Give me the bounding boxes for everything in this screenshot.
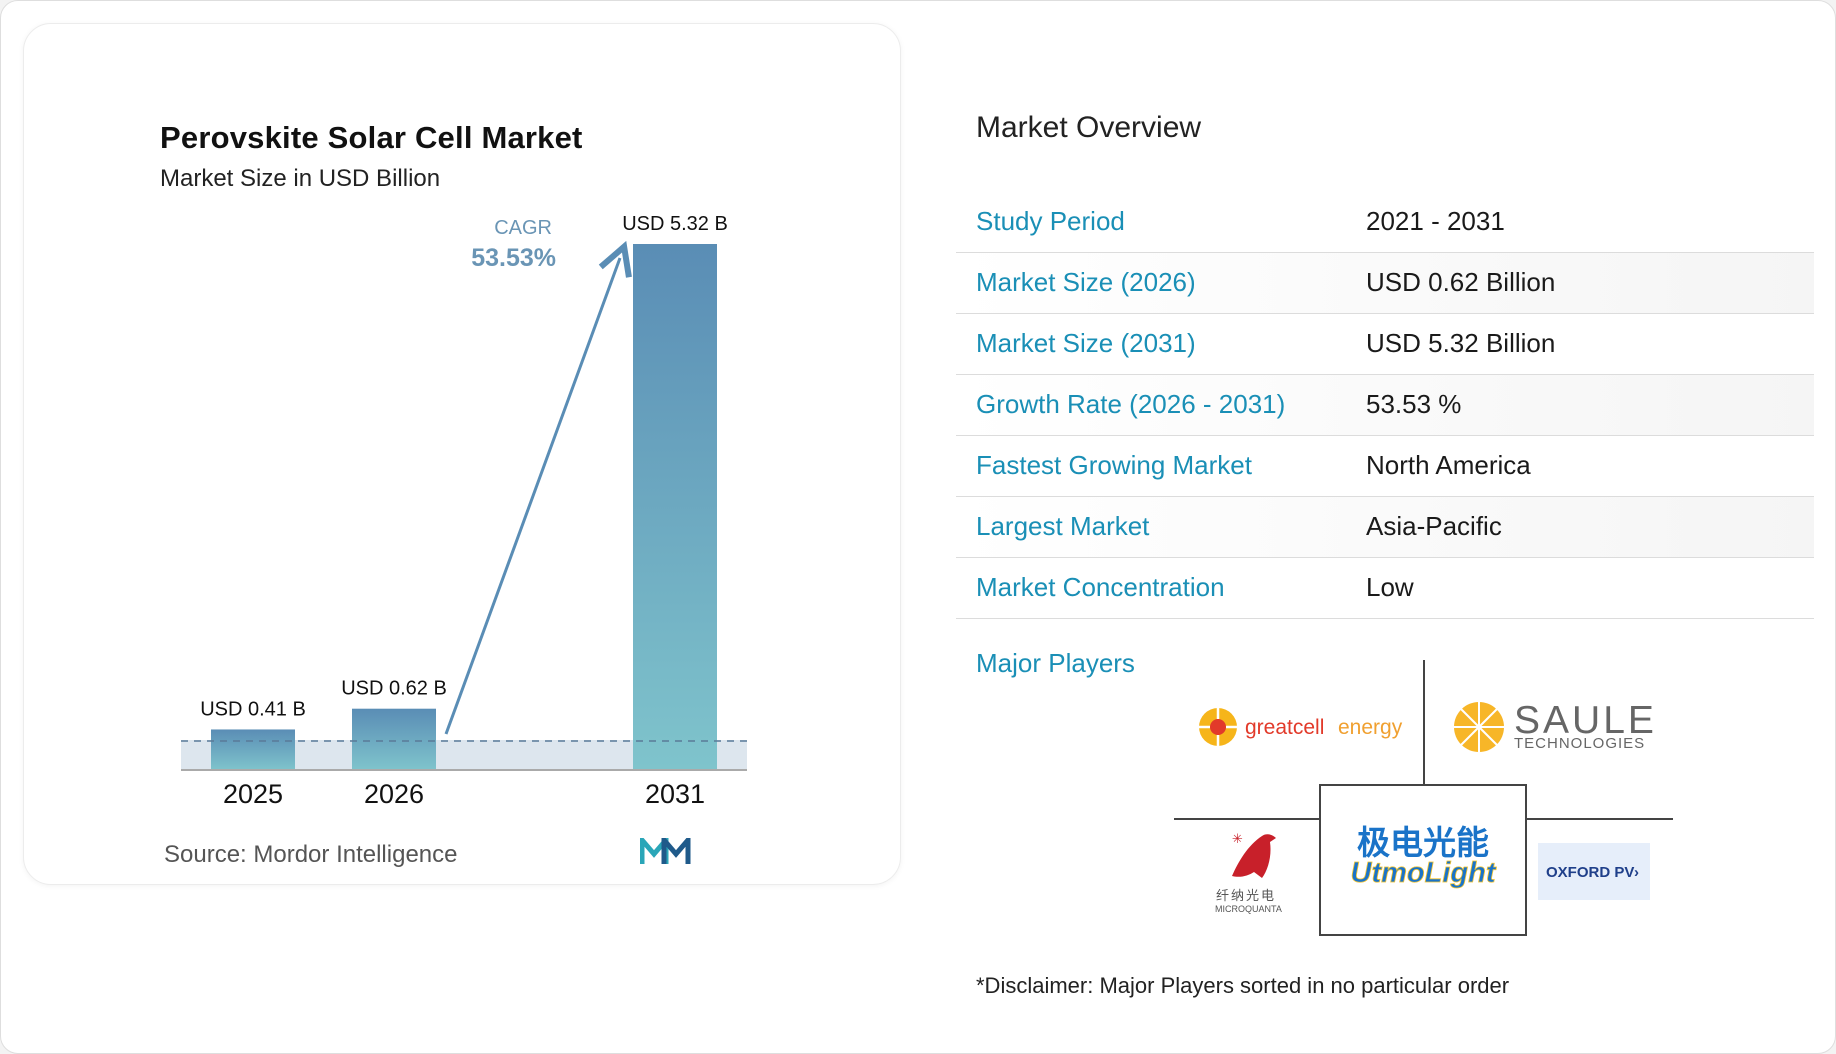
overview-row: Market Size (2026) USD 0.62 Billion bbox=[956, 253, 1814, 314]
overview-row-label: Study Period bbox=[976, 206, 1125, 236]
greatcellenergy-logo: greatcell energy bbox=[1199, 708, 1403, 746]
data-label: USD 0.62 B bbox=[341, 678, 447, 700]
saule-text: SAULE bbox=[1514, 699, 1657, 742]
mordor-intelligence-logo-icon bbox=[640, 838, 691, 864]
utmolight-en-text: UtmoLight bbox=[1351, 857, 1497, 889]
overview-row: Fastest Growing Market North America bbox=[956, 436, 1814, 497]
overview-title: Market Overview bbox=[976, 111, 1202, 144]
oxford-pv-logo: OXFORD PV › bbox=[1538, 843, 1650, 900]
overview-row-value: USD 5.32 Billion bbox=[1366, 328, 1556, 358]
overview-table: Study Period 2021 - 2031 Market Size (2026… bbox=[956, 192, 1814, 619]
overview-row: Market Size (2031) USD 5.32 Billion bbox=[956, 314, 1814, 375]
microquanta-cn-text: 纤纳光电 bbox=[1216, 889, 1276, 904]
data-label: USD 0.41 B bbox=[200, 698, 306, 720]
overview-row-value: Low bbox=[1366, 572, 1414, 602]
bar-chart: USD 0.41 B 2025 USD 0.62 B 2026 USD 5.32 B 20… bbox=[181, 213, 750, 809]
overview-row-label: Fastest Growing Market bbox=[976, 450, 1252, 480]
overview-row-value: 53.53 % bbox=[1366, 389, 1462, 419]
bar bbox=[352, 708, 436, 770]
overview-row-label: Market Size (2026) bbox=[976, 267, 1196, 297]
energy-text: energy bbox=[1338, 716, 1403, 739]
saule-technologies-logo: SAULE TECHNOLOGIES bbox=[1454, 699, 1657, 752]
overview-row-label: Market Concentration bbox=[976, 572, 1225, 602]
bar bbox=[633, 244, 717, 770]
svg-text:✳: ✳ bbox=[1232, 832, 1243, 847]
microquanta-en-text: MICROQUANTA bbox=[1215, 904, 1282, 914]
x-tick-label: 2026 bbox=[364, 779, 424, 809]
overview-row-value: North America bbox=[1366, 450, 1531, 480]
data-label: USD 5.32 B bbox=[622, 213, 728, 235]
technologies-text: TECHNOLOGIES bbox=[1514, 735, 1645, 752]
x-tick-label: 2025 bbox=[223, 779, 283, 809]
overview-row-value: Asia-Pacific bbox=[1366, 511, 1502, 541]
overview-row-label: Growth Rate (2026 - 2031) bbox=[976, 389, 1286, 419]
major-players-label: Major Players bbox=[976, 648, 1135, 678]
utmolight-cn-text: 极电光能 bbox=[1357, 823, 1489, 862]
disclaimer-text: *Disclaimer: Major Players sorted in no … bbox=[976, 973, 1510, 998]
utmolight-logo: 极电光能 UtmoLight bbox=[1350, 823, 1497, 889]
cagr-value: 53.53% bbox=[471, 244, 556, 272]
chart-title: Perovskite Solar Cell Market bbox=[160, 120, 583, 155]
cagr-arrow bbox=[444, 258, 620, 735]
source-label: Source: Mordor Intelligence bbox=[164, 841, 458, 868]
overview-row: Market Concentration Low bbox=[956, 558, 1814, 619]
cagr-label: CAGR bbox=[494, 217, 552, 239]
overview-row-value: USD 0.62 Billion bbox=[1366, 267, 1556, 297]
microquanta-logo: ✳ 纤纳光电 MICROQUANTA bbox=[1215, 832, 1282, 914]
greatcell-text: greatcell bbox=[1245, 716, 1324, 739]
bar bbox=[211, 729, 295, 770]
x-tick-label: 2031 bbox=[645, 779, 705, 809]
oxford-pv-text: OXFORD PV bbox=[1546, 864, 1634, 881]
overview-row-label: Largest Market bbox=[976, 511, 1150, 541]
overview-row-label: Market Size (2031) bbox=[976, 328, 1196, 358]
overview-row: Growth Rate (2026 - 2031) 53.53 % bbox=[956, 375, 1814, 436]
svg-text:›: › bbox=[1634, 864, 1639, 881]
overview-row: Largest Market Asia-Pacific bbox=[956, 497, 1814, 558]
overview-row-value: 2021 - 2031 bbox=[1366, 206, 1505, 236]
chart-subtitle: Market Size in USD Billion bbox=[160, 165, 441, 192]
overview-row: Study Period 2021 - 2031 bbox=[956, 192, 1814, 253]
